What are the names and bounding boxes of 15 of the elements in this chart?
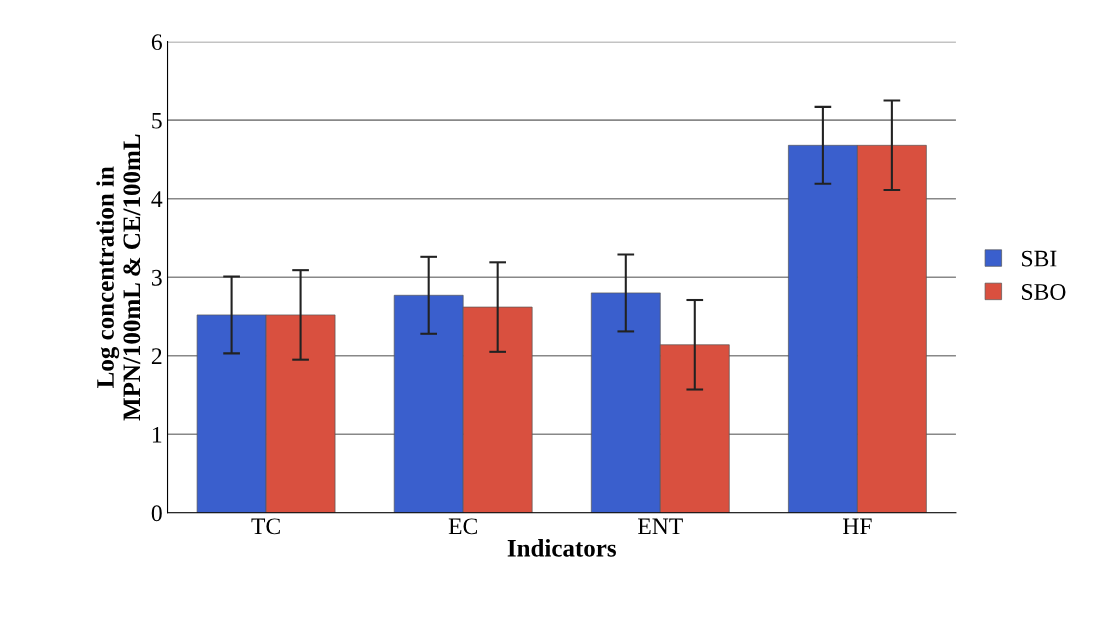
y-axis-title: Log concentration in MPN/100mL & CE/100mL <box>96 134 141 421</box>
legend-label: SBI <box>1022 250 1057 267</box>
x-tick-label: ENT <box>638 518 683 535</box>
x-axis-title: Indicators <box>507 539 616 557</box>
y-tick-label: 3 <box>152 269 162 286</box>
y-tick-label: 1 <box>152 426 162 443</box>
legend-label: SBO <box>1022 284 1066 300</box>
y-tick-label: 2 <box>151 348 162 364</box>
y-tick-label: 4 <box>151 191 163 207</box>
y-tick-label: 6 <box>151 34 162 51</box>
x-tick-label: HF <box>842 518 872 535</box>
x-tick-label: EC <box>448 518 477 535</box>
x-tick-label: TC <box>251 518 280 535</box>
y-tick-label: 5 <box>152 112 162 129</box>
y-tick-label: 0 <box>151 505 162 522</box>
